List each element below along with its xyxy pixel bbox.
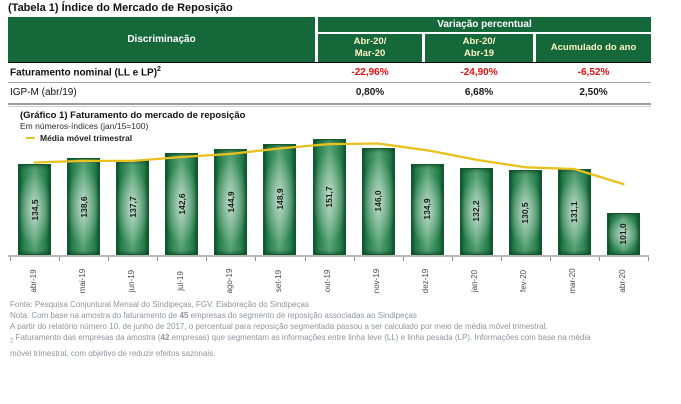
x-tick-label-abr-20: abr-20: [617, 269, 627, 293]
row-label: Faturamento nominal (LL e LP)2: [10, 66, 161, 79]
moving-average-legend-marker-icon: [26, 137, 35, 139]
table-title: (Tabela 1) Índice do Mercado de Reposiçã…: [8, 2, 233, 14]
x-axis-line: [8, 255, 649, 257]
chart-title: (Gráfico 1) Faturamento do mercado de re…: [20, 110, 246, 121]
cell-value: 0,80%: [355, 87, 385, 98]
axis-tick: [255, 257, 257, 261]
bar-mai-19: 138,6: [67, 158, 101, 255]
footnote-line: móvel trimestral, com objetivo de reduzi…: [10, 348, 216, 358]
chart-subtitle: Em números-índices (jan/15=100): [20, 121, 149, 131]
bar-ago-19: 144,9: [214, 149, 248, 255]
axis-tick: [402, 257, 404, 261]
axis-tick: [206, 257, 208, 261]
table-row-igpm: IGP-M (abr/19) 0,80% 6,68% 2,50%: [8, 82, 651, 102]
footnote-ref: 2: [157, 66, 161, 74]
row-label: IGP-M (abr/19): [10, 87, 77, 98]
legend-label: Média móvel trimestral: [40, 133, 133, 143]
x-tick-label-jul-19: jul-19: [175, 271, 185, 291]
bar-set-19: 148,9: [263, 143, 297, 255]
x-tick-label-nov-19: nov-19: [372, 268, 382, 294]
x-tick-label-out-19: out-19: [323, 269, 332, 293]
axis-tick: [353, 257, 355, 261]
moving-average-line: [33, 142, 625, 186]
bar-nov-19: 146,0: [361, 147, 395, 255]
bar-mar-20: 131,1: [557, 169, 591, 255]
x-tick-label-mar-20: mar-20: [568, 268, 578, 294]
header-col-abr20-mar20: Abr-20/ Mar-20: [318, 34, 422, 62]
bar-fev-20: 130,5: [508, 170, 542, 255]
x-tick-label-dez-19: dez-19: [421, 268, 431, 294]
header-col-acumulado: Acumulado do ano: [536, 34, 651, 62]
header-discrimination: Discriminação: [8, 17, 315, 62]
x-tick-label-jan-20: jan-20: [470, 269, 480, 293]
table-bottom-border-2: [8, 106, 651, 107]
footnote-line: Fonte: Pesquisa Conjuntural Mensal do Si…: [10, 300, 309, 309]
footnote-line: 2 Faturamento das empresas da amostra (4…: [10, 333, 591, 345]
axis-tick: [59, 257, 61, 261]
bar-abr-20: 101,0: [606, 213, 640, 255]
axis-tick: [108, 257, 110, 261]
axis-tick: [451, 257, 453, 261]
bar-jul-19: 142,6: [165, 152, 199, 255]
axis-tick: [598, 257, 600, 261]
x-tick-label-abr-19: abr-19: [28, 269, 38, 293]
reposition-index-table: Discriminação Variação percentual Abr-20…: [8, 17, 651, 107]
bar-jan-20: 132,2: [459, 167, 493, 255]
axis-tick: [10, 257, 11, 261]
cell-value: -24,90%: [460, 67, 498, 78]
x-tick-label-fev-20: fev-20: [519, 269, 529, 293]
footnote-line: A partir do relatório número 10, de junh…: [10, 322, 548, 331]
axis-tick: [500, 257, 502, 261]
cell-value: -6,52%: [577, 67, 610, 78]
header-group-variacao: Variação percentual: [318, 17, 651, 32]
cell-value: 2,50%: [579, 87, 608, 98]
axis-tick: [157, 257, 159, 261]
bar-dez-19: 134,9: [410, 163, 444, 255]
cell-value: -22,96%: [351, 67, 389, 78]
header-col-abr20-abr19: Abr-20/ Abr-19: [425, 34, 533, 62]
x-tick-label-ago-19: ago-19: [224, 268, 234, 294]
axis-tick: [648, 257, 649, 261]
axis-tick: [549, 257, 551, 261]
table-row-faturamento: Faturamento nominal (LL e LP)2 -22,96% -…: [8, 62, 651, 82]
bar-chart-plot: 134,5 138,6 137,7 142,6 144,9 148,9 151,7 146,0…: [10, 138, 649, 294]
bar-abr-19: 134,5: [18, 164, 52, 255]
chart-legend: Média móvel trimestral: [26, 133, 132, 143]
bar-out-19: 151,7: [312, 139, 346, 255]
footnotes: Fonte: Pesquisa Conjuntural Mensal do Si…: [10, 299, 672, 359]
table-header: Discriminação Variação percentual Abr-20…: [8, 17, 651, 62]
x-tick-label-mai-19: mai-19: [77, 268, 87, 294]
x-tick-label-set-19: set-19: [273, 269, 283, 293]
footnote-line: Nota: Com base na amostra do faturamento…: [10, 311, 417, 320]
axis-tick: [304, 257, 306, 261]
x-tick-label-jun-19: jun-19: [126, 269, 136, 293]
cell-value: 6,68%: [464, 87, 494, 98]
table-bottom-border: [8, 103, 651, 105]
